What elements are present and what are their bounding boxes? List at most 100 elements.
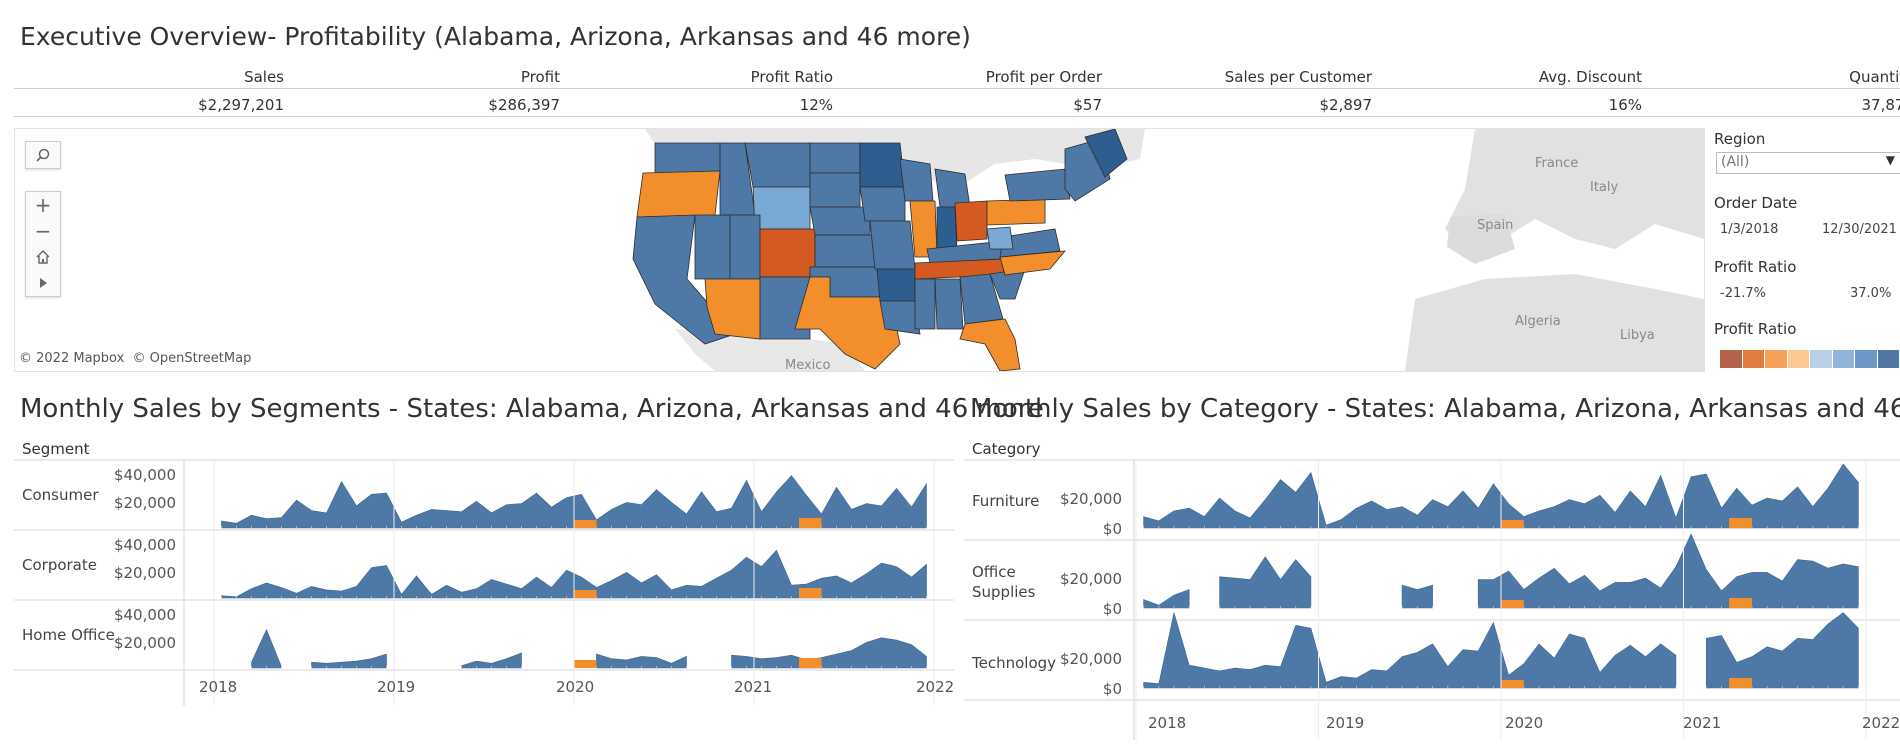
area-mark — [731, 637, 927, 669]
ytick-home-office-20k: $20,000 — [113, 634, 176, 652]
xtick-2022: 2022 — [916, 678, 955, 696]
profitability-map[interactable]: France Italy Spain Algeria Libya Mexico … — [14, 128, 1705, 372]
legend-swatch — [1787, 350, 1810, 368]
legend-swatch — [1765, 350, 1788, 368]
kpi-sales-per-customer-label: Sales per Customer — [1224, 68, 1372, 86]
state-south-dakota — [809, 172, 861, 208]
xtick-2020: 2020 — [1505, 714, 1544, 732]
negative-profit-patch — [799, 658, 822, 668]
state-utah — [729, 214, 761, 280]
us-states — [632, 129, 1128, 371]
series-office-supplies[interactable] — [964, 533, 1900, 621]
xtick-2018: 2018 — [199, 678, 238, 696]
series-furniture[interactable] — [964, 463, 1900, 541]
mexico-landmass — [675, 329, 865, 371]
region-filter-label: Region — [1714, 130, 1766, 148]
state-oregon — [636, 170, 721, 218]
kpi-sales-value: $2,297,201 — [198, 96, 284, 114]
kpi-quantity-value: 37,873 — [1861, 96, 1900, 114]
state-montana — [744, 142, 811, 188]
negative-profit-patch — [799, 518, 822, 528]
series-corporate[interactable] — [14, 549, 954, 601]
category-area-plot[interactable] — [964, 438, 1900, 744]
state-wisconsin — [899, 158, 934, 202]
area-mark — [1477, 533, 1859, 609]
state-missouri — [869, 220, 916, 270]
ytick-office-supplies-20k: $20,000 — [1059, 570, 1122, 588]
dashboard-title: Executive Overview- Profitability (Alaba… — [20, 22, 971, 51]
xtick-2022: 2022 — [1862, 714, 1900, 732]
map-label-france: France — [1535, 156, 1578, 171]
order-date-end[interactable]: 12/30/2021 — [1822, 222, 1897, 237]
category-header: Category — [972, 440, 1041, 458]
kpi-profit-value: $286,397 — [488, 96, 560, 114]
negative-profit-patch — [1501, 520, 1524, 528]
chevron-down-icon[interactable]: ▼ — [1885, 153, 1895, 167]
state-ohio — [954, 200, 988, 242]
segments-chart-title: Monthly Sales by Segments - States: Alab… — [20, 394, 1044, 424]
profit-ratio-filter-label: Profit Ratio — [1714, 258, 1797, 276]
row-label-technology: Technology — [972, 654, 1057, 672]
state-arizona — [704, 278, 761, 340]
map-label-algeria: Algeria — [1515, 314, 1561, 329]
xtick-2018: 2018 — [1148, 714, 1187, 732]
map-search-control[interactable] — [25, 141, 61, 169]
series-consumer[interactable] — [14, 475, 954, 531]
profit-ratio-min[interactable]: -21.7% — [1720, 286, 1766, 301]
search-icon[interactable] — [26, 142, 60, 168]
order-date-label: Order Date — [1714, 194, 1798, 212]
state-mississippi — [914, 278, 936, 330]
map-attribution[interactable]: © 2022 Mapbox © OpenStreetMap — [19, 351, 252, 366]
play-icon[interactable] — [26, 270, 60, 296]
legend-swatch — [1742, 350, 1765, 368]
row-label-home-office: Home Office — [22, 626, 115, 644]
state-nevada — [694, 214, 731, 280]
row-label-corporate: Corporate — [22, 556, 97, 574]
xtick-2019: 2019 — [377, 678, 416, 696]
state-minnesota — [859, 142, 906, 188]
legend-swatch — [1877, 350, 1900, 368]
negative-profit-patch — [1501, 600, 1524, 608]
state-nebraska — [809, 206, 871, 236]
map-zoom-controls[interactable]: + − — [25, 191, 61, 297]
home-icon[interactable] — [26, 244, 60, 270]
map-canvas[interactable]: France Italy Spain Algeria Libya Mexico — [15, 129, 1704, 371]
map-label-libya: Libya — [1620, 328, 1655, 343]
state-florida — [959, 318, 1021, 371]
plus-icon[interactable]: + — [34, 193, 52, 217]
state-iowa — [859, 186, 906, 222]
state-wyoming — [752, 186, 811, 230]
row-label-furniture: Furniture — [972, 492, 1040, 510]
europe-landmass — [1445, 129, 1704, 259]
kpi-profit-per-order-value: $57 — [1073, 96, 1102, 114]
kpi-avg-discount-value: 16% — [1608, 96, 1642, 114]
state-colorado — [759, 228, 816, 278]
area-mark — [311, 653, 387, 669]
profit-ratio-max[interactable]: 37.0% — [1850, 286, 1892, 301]
minus-icon[interactable]: − — [34, 219, 52, 243]
area-mark — [1143, 589, 1190, 609]
kpi-bar: Sales $2,297,201 Profit $286,397 Profit … — [14, 64, 1900, 120]
state-virginia — [999, 228, 1061, 258]
legend-swatch — [1855, 350, 1878, 368]
kpi-sales-label: Sales — [244, 68, 284, 86]
region-dropdown[interactable]: (All) ▼ — [1716, 152, 1900, 174]
order-date-start[interactable]: 1/3/2018 — [1720, 222, 1779, 237]
ytick-consumer-40k: $40,000 — [113, 466, 176, 484]
xtick-2021: 2021 — [1683, 714, 1722, 732]
state-texas — [794, 276, 901, 370]
legend-swatch — [1810, 350, 1833, 368]
negative-profit-patch — [1729, 598, 1752, 608]
ytick-furniture-0: $0 — [1102, 520, 1122, 538]
region-dropdown-value: (All) — [1721, 154, 1750, 170]
segments-area-plot[interactable] — [14, 438, 954, 710]
series-technology[interactable] — [964, 612, 1900, 701]
kpi-profit-ratio-value: 12% — [799, 96, 833, 114]
iberia-landmass — [1447, 214, 1515, 264]
state-arkansas — [876, 268, 916, 302]
series-home-office[interactable] — [14, 628, 954, 671]
area-mark — [596, 653, 687, 669]
ytick-furniture-20k: $20,000 — [1059, 490, 1122, 508]
profit-ratio-color-legend — [1720, 350, 1900, 368]
state-washington — [654, 142, 721, 174]
